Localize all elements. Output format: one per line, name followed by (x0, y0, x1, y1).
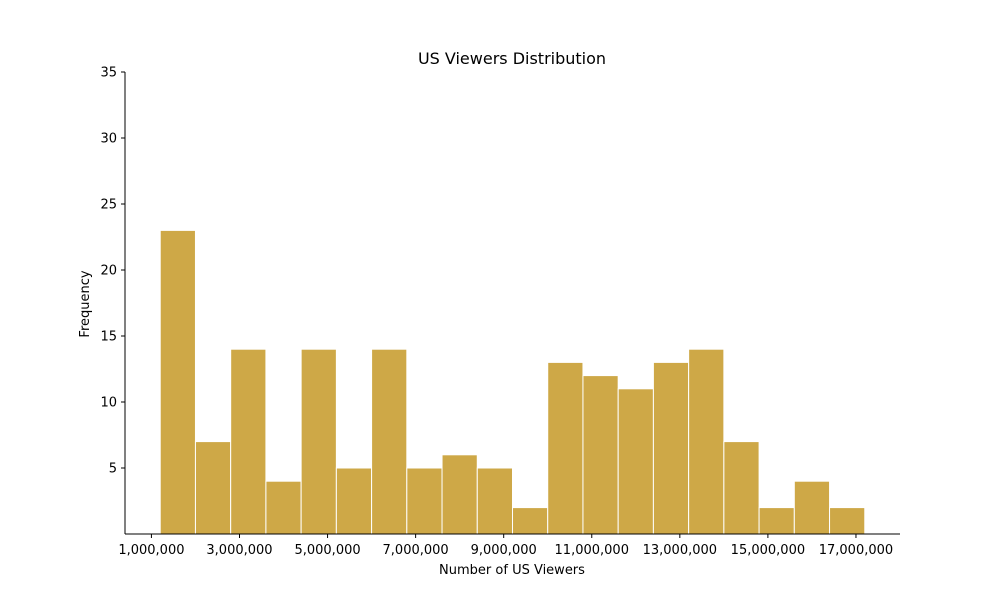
x-tick-label: 5,000,000 (294, 543, 360, 558)
x-tick-label: 1,000,000 (118, 543, 184, 558)
x-tick-label: 9,000,000 (471, 543, 537, 558)
histogram-bar (512, 507, 549, 535)
histogram-bar (335, 467, 373, 535)
histogram-bar (829, 507, 866, 535)
x-tick-label: 13,000,000 (643, 543, 717, 558)
histogram-bar (371, 348, 408, 535)
y-tick-label: 15 (100, 330, 117, 345)
histogram-bar (194, 441, 232, 535)
y-tick-label: 30 (100, 132, 117, 147)
histogram-bar (652, 361, 690, 535)
x-tick-label: 11,000,000 (555, 543, 629, 558)
x-tick-label: 17,000,000 (819, 543, 893, 558)
y-tick-label: 25 (100, 198, 117, 213)
y-ticks-group: 5 10 15 20 25 30 35 (100, 66, 125, 477)
x-tick-label: 7,000,000 (383, 543, 449, 558)
histogram-bar (723, 441, 760, 535)
histogram-bar (441, 454, 478, 535)
bars-group (159, 229, 866, 535)
histogram-bar (476, 467, 514, 535)
axes-group (124, 72, 900, 535)
histogram-bar (265, 480, 302, 535)
histogram-bar (159, 229, 196, 535)
x-ticks-group: 1,000,000 3,000,000 5,000,000 7,000,000 9,00… (118, 534, 893, 558)
histogram-bar (617, 388, 654, 535)
histogram-bar (230, 348, 267, 535)
x-tick-label: 3,000,000 (206, 543, 272, 558)
histogram-bar (688, 348, 725, 535)
histogram-bar (547, 361, 584, 535)
chart-title: US Viewers Distribution (418, 49, 606, 68)
x-axis-label: Number of US Viewers (439, 563, 585, 578)
y-tick-label: 10 (100, 396, 117, 411)
y-tick-label: 5 (109, 462, 117, 477)
histogram-bar (758, 507, 795, 535)
histogram-bar (582, 375, 619, 535)
y-tick-label: 35 (100, 66, 117, 81)
y-tick-label: 20 (100, 264, 117, 279)
histogram-bar (793, 480, 831, 535)
y-axis-label: Frequency (78, 270, 93, 337)
histogram-bar (406, 467, 443, 535)
x-tick-label: 15,000,000 (731, 543, 805, 558)
histogram-bar (300, 348, 337, 535)
